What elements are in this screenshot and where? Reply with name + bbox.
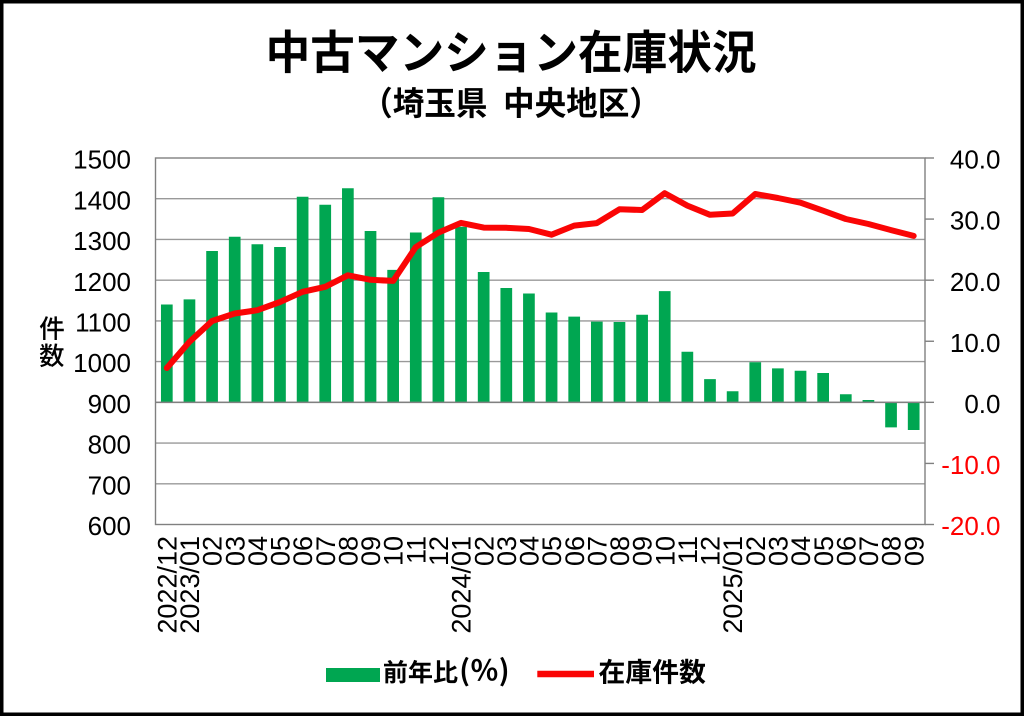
svg-text:08: 08 xyxy=(333,536,363,566)
svg-text:07: 07 xyxy=(311,536,341,566)
svg-text:09: 09 xyxy=(899,536,929,566)
svg-text:09: 09 xyxy=(628,536,658,566)
svg-text:-20.0: -20.0 xyxy=(941,511,1000,541)
svg-text:1400: 1400 xyxy=(73,185,131,215)
svg-text:2023/01: 2023/01 xyxy=(175,536,205,634)
svg-text:07: 07 xyxy=(854,536,884,566)
svg-text:02: 02 xyxy=(741,536,771,566)
svg-text:11: 11 xyxy=(401,536,431,564)
svg-text:05: 05 xyxy=(537,536,567,566)
svg-text:1200: 1200 xyxy=(73,267,131,297)
svg-text:2025/01: 2025/01 xyxy=(718,536,748,634)
svg-text:03: 03 xyxy=(492,536,522,566)
svg-text:08: 08 xyxy=(605,536,635,566)
svg-text:06: 06 xyxy=(560,536,590,566)
svg-text:04: 04 xyxy=(243,536,273,566)
svg-text:06: 06 xyxy=(288,536,318,566)
svg-text:10.0: 10.0 xyxy=(950,328,1001,358)
svg-text:10: 10 xyxy=(650,536,680,566)
svg-text:1100: 1100 xyxy=(75,307,131,337)
svg-text:07: 07 xyxy=(582,536,612,566)
svg-text:04: 04 xyxy=(515,536,545,566)
svg-text:-10.0: -10.0 xyxy=(941,450,1000,480)
svg-text:2022/12: 2022/12 xyxy=(152,536,182,634)
svg-text:02: 02 xyxy=(198,536,228,566)
svg-text:03: 03 xyxy=(220,536,250,566)
svg-text:08: 08 xyxy=(877,536,907,566)
svg-text:10: 10 xyxy=(379,536,409,566)
svg-text:2024/01: 2024/01 xyxy=(447,536,477,634)
svg-text:1500: 1500 xyxy=(73,145,131,175)
svg-text:20.0: 20.0 xyxy=(950,267,1001,297)
svg-text:05: 05 xyxy=(809,536,839,566)
svg-text:06: 06 xyxy=(831,536,861,566)
svg-text:900: 900 xyxy=(88,389,131,419)
svg-text:30.0: 30.0 xyxy=(950,206,1001,236)
svg-text:02: 02 xyxy=(469,536,499,566)
svg-text:04: 04 xyxy=(786,536,816,566)
svg-text:12: 12 xyxy=(696,536,726,566)
svg-text:1000: 1000 xyxy=(73,348,131,378)
svg-text:09: 09 xyxy=(356,536,386,566)
svg-text:800: 800 xyxy=(88,430,131,460)
svg-text:600: 600 xyxy=(88,511,131,541)
svg-text:40.0: 40.0 xyxy=(950,145,1001,175)
svg-text:1300: 1300 xyxy=(73,226,131,256)
svg-text:12: 12 xyxy=(424,536,454,566)
svg-text:11: 11 xyxy=(673,536,703,564)
svg-text:0.0: 0.0 xyxy=(964,389,1000,419)
svg-text:05: 05 xyxy=(266,536,296,566)
svg-text:03: 03 xyxy=(763,536,793,566)
svg-text:700: 700 xyxy=(88,470,131,500)
